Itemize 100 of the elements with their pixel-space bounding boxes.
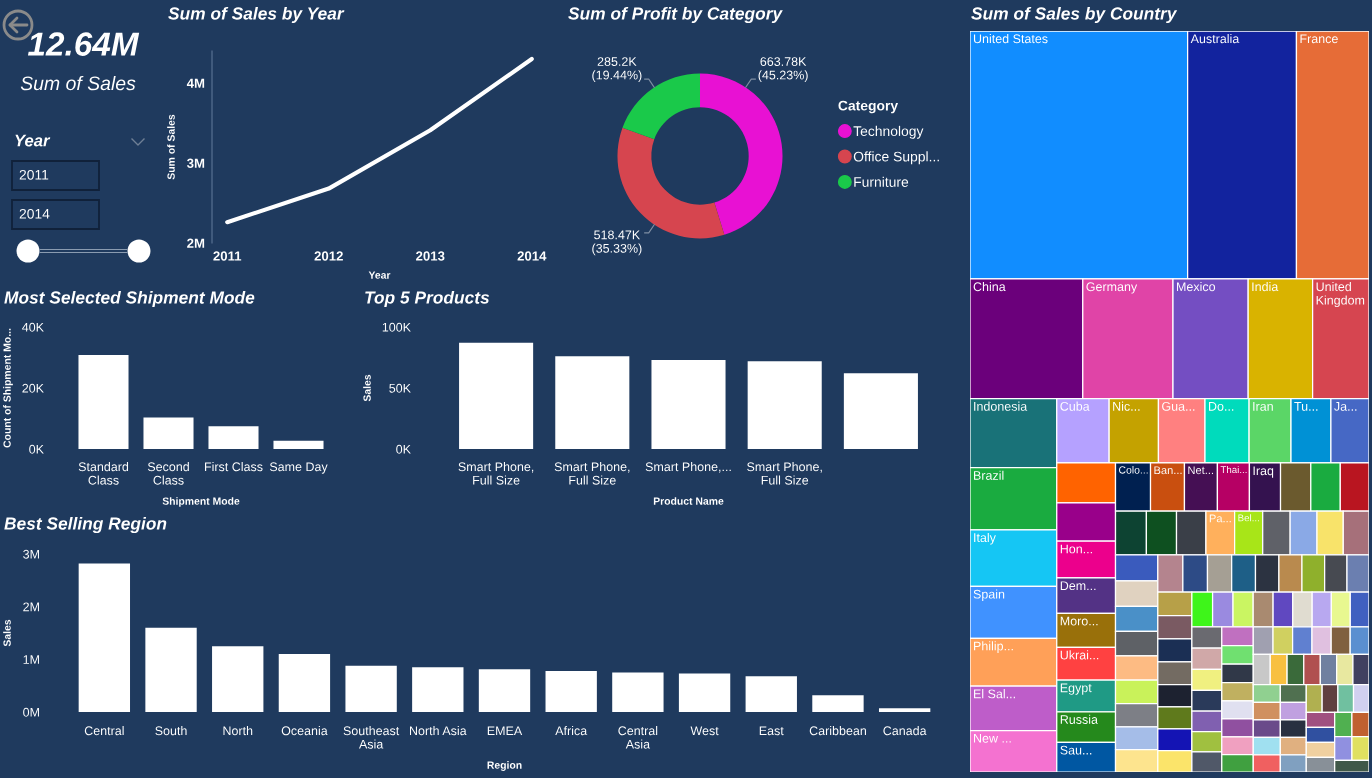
- category-label: Egypt: [1060, 683, 1092, 695]
- x-tick-label: 2012: [314, 251, 343, 261]
- x-tick-label: Second Class: [147, 462, 189, 485]
- x-tick-label: First Class: [205, 462, 263, 472]
- text: 12.64M: [27, 32, 140, 56]
- category-label: Ban...: [1154, 466, 1182, 475]
- y-tick-label: 20K: [22, 383, 44, 393]
- category-label: Mexico: [1177, 281, 1216, 292]
- x-tick-label: Southeast Asia: [343, 726, 400, 749]
- x-tick-label: North Asia: [410, 726, 467, 736]
- bar: [459, 342, 534, 449]
- bar: [843, 373, 918, 449]
- category-label: Moro...: [1060, 616, 1098, 626]
- chart-title: Sum of Profit by Category: [568, 6, 783, 24]
- y-tick-label: 1M: [23, 655, 39, 664]
- x-tick-label: Oceania: [281, 726, 328, 736]
- legend-label: Office Suppl...: [853, 151, 939, 165]
- category-label: Gua...: [1162, 401, 1195, 411]
- category-label: Thai...: [1220, 465, 1247, 474]
- category-label: Cuba: [1060, 401, 1090, 411]
- bar: [208, 426, 259, 449]
- y-tick-label: 4M: [186, 78, 205, 88]
- category-label: Indonesia: [974, 401, 1028, 411]
- x-tick-label: East: [759, 726, 784, 736]
- bar: [78, 355, 129, 449]
- y-tick-label: 50K: [389, 383, 411, 393]
- category-label: Bel...: [1238, 514, 1259, 522]
- y-tick-label: 100K: [382, 322, 411, 332]
- x-axis-title: Region: [487, 761, 522, 771]
- category-label: Iran: [1253, 402, 1273, 411]
- category-label: India: [1252, 281, 1279, 292]
- bar: [143, 417, 194, 449]
- bar: [345, 665, 397, 712]
- x-tick-label: North: [223, 726, 253, 736]
- x-tick-label: Central Asia: [618, 726, 658, 749]
- x-tick-label: South: [155, 726, 187, 736]
- x-tick-label: EMEA: [487, 726, 523, 736]
- bar: [678, 673, 731, 712]
- category-label: El Sal...: [974, 689, 1015, 699]
- x-tick-label: West: [690, 726, 719, 736]
- x-tick-label: Standard Class: [78, 462, 129, 485]
- y-axis-title: Count of Shipment Mo...: [3, 328, 13, 448]
- x-tick-label: Canada: [883, 726, 927, 736]
- text: 2014: [19, 208, 50, 219]
- x-tick-label: Smart Phone, Full Size: [458, 462, 534, 485]
- text: Sum of Sales: [20, 75, 136, 91]
- y-axis-title: Sum of Sales: [167, 114, 175, 180]
- category-label: Australia: [1190, 34, 1240, 44]
- text: Year: [15, 134, 51, 147]
- x-tick-label: 2014: [517, 251, 547, 261]
- x-tick-label: Smart Phone,...: [645, 462, 731, 473]
- category-label: China: [973, 281, 1006, 292]
- category-label: Net...: [1188, 466, 1213, 475]
- x-tick-label: Central: [84, 726, 124, 736]
- chart-title: Top 5 Products: [365, 290, 490, 308]
- bar: [555, 356, 630, 449]
- bar: [545, 670, 597, 712]
- y-tick-label: 40K: [22, 322, 44, 332]
- x-tick-label: Smart Phone, Full Size: [747, 462, 822, 485]
- category-label: Sau...: [1060, 745, 1092, 755]
- bar: [145, 627, 197, 712]
- category-label: Russia: [1060, 714, 1098, 724]
- bar: [745, 676, 797, 712]
- x-tick-label: Africa: [555, 726, 588, 736]
- y-tick-label: 3M: [23, 549, 39, 559]
- legend-label: Technology: [853, 125, 924, 139]
- y-tick-label: 2M: [23, 602, 39, 612]
- category-label: Pa...: [1209, 514, 1231, 523]
- y-axis-title: Sales: [363, 374, 371, 402]
- category-label: Iraq: [1253, 466, 1274, 478]
- category-label: France: [1300, 34, 1338, 44]
- bar: [478, 669, 531, 712]
- legend-label: Furniture: [854, 176, 909, 187]
- x-tick-label: Smart Phone, Full Size: [554, 462, 630, 485]
- bar: [747, 361, 822, 449]
- text: 2011: [19, 169, 49, 180]
- legend-title: Category: [838, 100, 899, 114]
- category-label: New ...: [974, 733, 1011, 743]
- bar: [278, 654, 331, 712]
- x-axis-title: Shipment Mode: [162, 497, 240, 507]
- y-tick-label: 2M: [187, 238, 205, 248]
- bar: [412, 667, 464, 712]
- category-label: Nic...: [1113, 401, 1140, 411]
- bar: [812, 695, 864, 712]
- category-label: Italy: [974, 532, 996, 545]
- category-label: Do...: [1209, 402, 1234, 411]
- x-tick-label: 2013: [416, 251, 445, 261]
- bar: [612, 672, 664, 712]
- y-tick-label: 0K: [396, 444, 411, 454]
- bar: [878, 708, 931, 712]
- category-label: Germany: [1086, 282, 1138, 294]
- y-tick-label: 0M: [23, 707, 39, 717]
- category-label: Colo...: [1119, 465, 1148, 474]
- y-tick-label: 0K: [29, 444, 44, 454]
- x-axis-title: Product Name: [653, 497, 724, 505]
- x-tick-label: Caribbean: [809, 726, 866, 736]
- x-tick-label: Same Day: [269, 462, 328, 474]
- data-label: 663.78K (45.23%): [758, 57, 808, 82]
- category-label: Hon...: [1060, 544, 1092, 554]
- category-label: Tu...: [1294, 402, 1318, 411]
